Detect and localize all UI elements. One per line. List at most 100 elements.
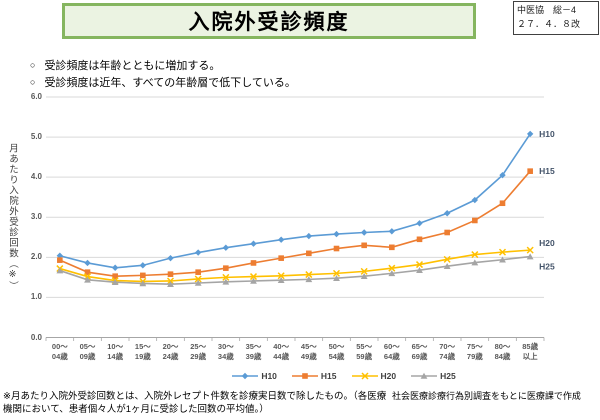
legend-label: H15: [320, 371, 337, 381]
footnote-definition: ※月あたり入院外受診回数とは、入院外レセプト件数を診療実日数で除したもの。（各医…: [3, 391, 387, 416]
data-point-marker: [277, 276, 285, 283]
data-point-marker: [361, 242, 367, 249]
footnote-source: 社会医療診療行為別調査をもとに医療課で作成: [392, 391, 581, 401]
data-point-marker: [360, 229, 368, 236]
x-axis-tick-label: 20～ 24歳: [162, 342, 179, 361]
data-point-marker: [388, 270, 396, 277]
series-end-label-H25: H25: [539, 262, 555, 272]
y-axis-tick-label: 6.0: [30, 92, 42, 102]
data-point-marker: [84, 276, 91, 283]
data-point-marker: [526, 246, 534, 254]
data-point-marker: [388, 228, 396, 235]
data-point-marker: [360, 372, 369, 380]
x-axis-tick-label: 45～ 49歳: [300, 342, 317, 361]
series-line-H15: [59, 170, 531, 277]
series-end-label-H20: H20: [539, 238, 555, 248]
data-point-marker: [167, 280, 174, 287]
data-point-marker: [84, 259, 91, 267]
y-axis-tick-label: 0.0: [30, 332, 42, 342]
title-box: 入院外受診頻度: [62, 3, 476, 39]
y-axis-tick-label: 5.0: [30, 132, 42, 142]
data-point-marker: [527, 168, 533, 174]
legend-marker-icon: [291, 373, 318, 379]
data-point-marker: [140, 272, 146, 279]
data-point-marker: [388, 264, 396, 272]
data-point-marker: [360, 267, 368, 275]
x-axis-tick-label: 60～ 64歳: [383, 342, 400, 361]
document-ref-box: 中医協 総－4 ２７．４．８改: [513, 1, 599, 35]
data-point-marker: [57, 257, 63, 263]
data-point-marker: [360, 272, 368, 279]
y-axis-tick-label: 1.0: [30, 292, 42, 302]
data-point-marker: [139, 280, 147, 287]
data-point-marker: [139, 262, 147, 269]
data-point-marker: [84, 269, 91, 275]
bullet-marker-icon: ○: [30, 60, 36, 70]
legend-item-H15: H15: [291, 371, 337, 381]
bullet-text: 受診頻度は年齢とともに増加する。: [44, 60, 221, 72]
data-point-marker: [471, 259, 479, 266]
bullet-item: ○ 受診頻度は近年、すべての年齢層で低下している。: [30, 75, 296, 92]
chart-legend: H10 H15 H20 H25: [0, 371, 600, 381]
legend-label: H25: [440, 371, 456, 381]
bullet-marker-icon: ○: [30, 76, 36, 87]
x-axis-tick-label: 65～ 69歳: [411, 342, 428, 361]
series-line-H20: [59, 249, 531, 283]
bullet-list: ○ 受診頻度は年齢とともに増加する。 ○ 受診頻度は近年、すべての年齢層で低下し…: [30, 58, 296, 91]
x-axis-tick-label: 50～ 54歳: [328, 342, 345, 361]
data-point-marker: [526, 130, 534, 138]
x-axis-tick-label: 30～ 34歳: [217, 342, 234, 361]
data-point-marker: [472, 217, 478, 224]
data-point-marker: [242, 372, 249, 380]
legend-label: H10: [261, 371, 277, 381]
data-point-marker: [416, 236, 423, 243]
data-point-marker: [56, 252, 64, 259]
bullet-text: 受診頻度は近年、すべての年齢層で低下している。: [44, 76, 296, 89]
document-ref-line2: ２７．４．８改: [517, 18, 581, 29]
data-point-marker: [499, 200, 506, 207]
data-point-marker: [333, 230, 340, 238]
data-point-marker: [443, 255, 451, 263]
data-point-marker: [250, 277, 257, 284]
y-axis-title: 月あたり入院外受診回数（※）: [7, 143, 18, 292]
x-axis-tick-label: 25～ 29歳: [190, 342, 207, 361]
data-point-marker: [499, 171, 506, 179]
series-end-label-H15: H15: [539, 166, 555, 176]
data-point-marker: [56, 267, 64, 274]
x-axis-tick-label: 70～ 74歳: [439, 342, 456, 361]
data-point-marker: [498, 248, 507, 256]
data-point-marker: [389, 244, 395, 251]
x-axis-tick-label: 55～ 59歳: [356, 342, 373, 361]
series-line-H25: [59, 255, 531, 285]
data-point-marker: [526, 253, 534, 260]
data-point-marker: [194, 275, 202, 283]
data-point-marker: [194, 249, 202, 256]
page-title: 入院外受診頻度: [188, 11, 350, 34]
data-point-marker: [305, 276, 313, 283]
x-axis-tick-label: 05～ 09歳: [79, 342, 96, 361]
data-point-marker: [111, 264, 119, 271]
data-point-marker: [277, 236, 285, 243]
x-axis-tick-label: 80～ 84歳: [494, 342, 511, 361]
data-point-marker: [167, 254, 174, 262]
data-point-marker: [194, 279, 202, 286]
data-point-marker: [250, 240, 257, 247]
data-point-marker: [306, 250, 312, 257]
data-point-marker: [471, 251, 479, 259]
x-axis-tick-label: 10～ 14歳: [107, 342, 124, 361]
data-point-marker: [195, 269, 201, 275]
bullet-item: ○ 受診頻度は年齢とともに増加する。: [30, 58, 296, 75]
x-axis-tick-label: 00～ 04歳: [51, 342, 68, 361]
series-line-H10: [59, 133, 531, 269]
y-axis-tick-label: 3.0: [30, 212, 42, 222]
data-point-marker: [111, 278, 119, 285]
data-point-marker: [333, 245, 340, 252]
y-axis-tick-label: 2.0: [30, 252, 42, 262]
data-point-marker: [415, 261, 424, 269]
data-point-marker: [443, 210, 451, 217]
data-point-marker: [278, 255, 284, 261]
legend-marker-icon: [351, 372, 378, 380]
data-point-marker: [420, 372, 428, 379]
legend-item-H10: H10: [232, 371, 277, 381]
